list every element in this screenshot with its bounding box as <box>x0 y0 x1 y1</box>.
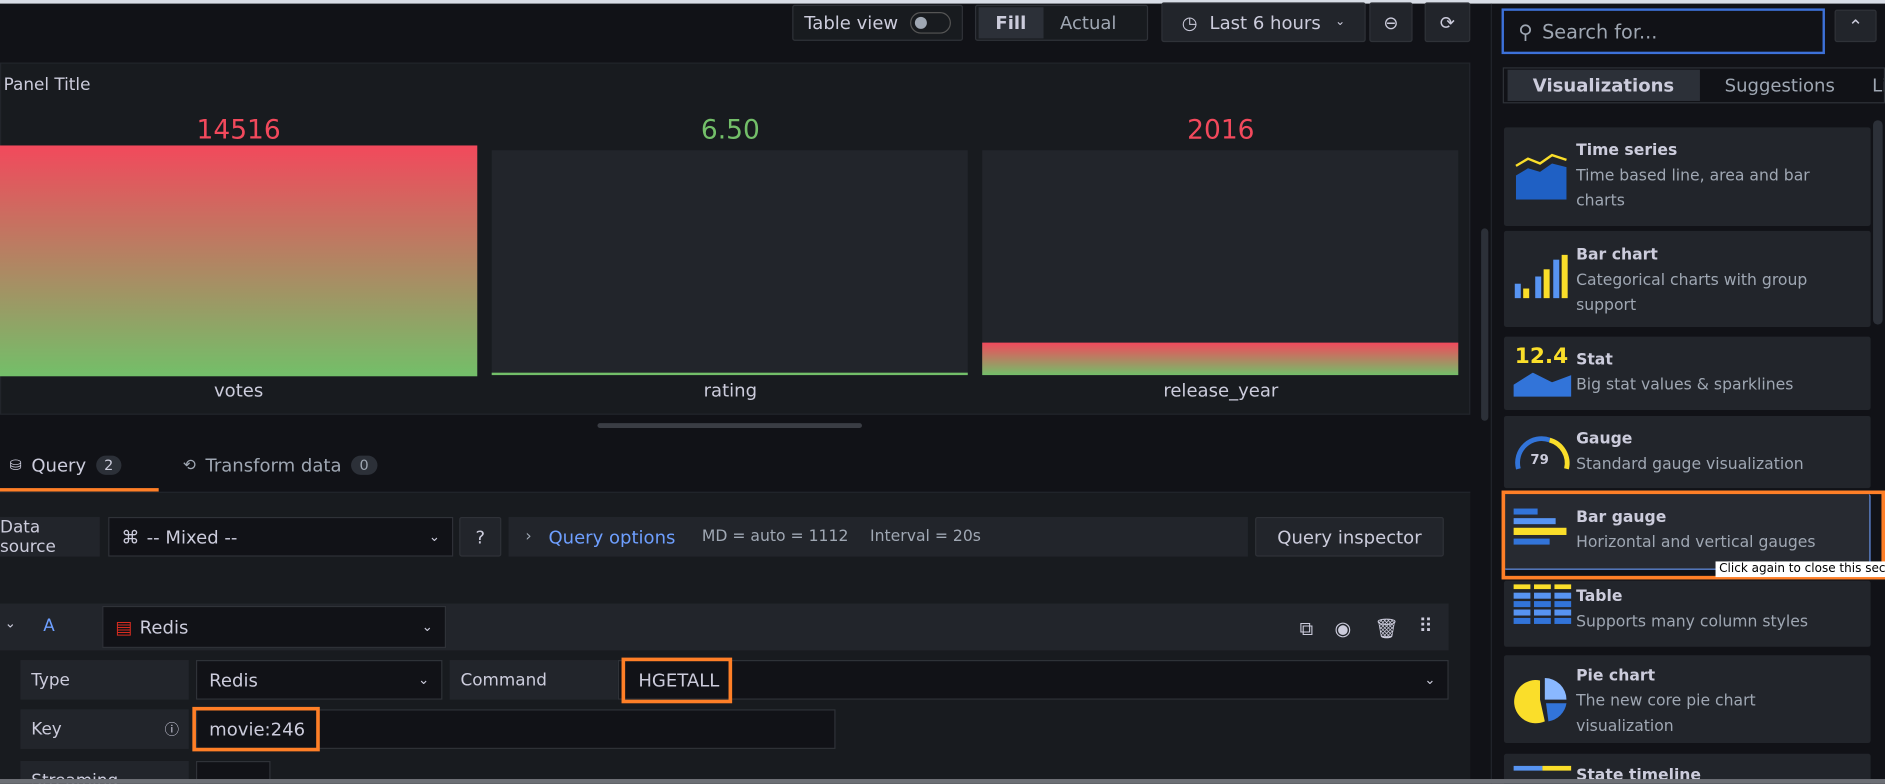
zoom-out-button[interactable]: ⊖ <box>1369 2 1413 43</box>
query-datasource-select[interactable]: ▤ Redis ⌄ <box>102 605 447 648</box>
viz-search-input[interactable]: ⚲ Search for... <box>1501 8 1825 55</box>
actual-button[interactable]: Actual <box>1059 12 1117 34</box>
bar-gauge-icon <box>1513 508 1567 545</box>
tab-transform-data[interactable]: ⟲ Transform data 0 <box>182 454 378 476</box>
bar-label-release-year: release_year <box>1163 379 1279 402</box>
splitter-handle[interactable] <box>597 423 862 428</box>
mixed-datasource-icon: ⌘ <box>121 525 140 548</box>
viz-tabs: Visualizations Suggestions Library panel… <box>1502 67 1885 104</box>
toggle-switch[interactable] <box>910 12 952 34</box>
key-input[interactable]: movie:246 <box>195 709 836 749</box>
streaming-toggle[interactable] <box>195 760 271 784</box>
pie-chart-icon <box>1514 678 1567 724</box>
chevron-right-icon: › <box>525 527 532 546</box>
tab-visualizations[interactable]: Visualizations <box>1507 69 1700 101</box>
query-options-bar[interactable]: › Query options MD = auto = 1112 Interva… <box>508 516 1248 557</box>
table-view-toggle[interactable]: Table view <box>792 4 963 41</box>
transform-count-badge: 0 <box>351 455 378 475</box>
database-icon: ⛁ <box>9 456 22 474</box>
time-picker[interactable]: ◷ Last 6 hours ⌄ <box>1161 2 1366 43</box>
clock-icon: ◷ <box>1181 11 1198 34</box>
drag-handle-icon[interactable]: ⠿ <box>1418 614 1433 638</box>
bar-rating <box>491 150 968 376</box>
tab-library-panels[interactable]: Library panels <box>1872 74 1884 97</box>
data-source-label: Data source <box>0 516 100 557</box>
bar-label-votes: votes <box>213 379 264 402</box>
transform-icon: ⟲ <box>182 456 196 475</box>
viz-item-state-timeline[interactable]: State timeline <box>1503 753 1871 784</box>
query-ref[interactable]: A <box>43 616 55 636</box>
table-icon <box>1513 584 1572 624</box>
info-icon: ⓘ <box>164 721 180 739</box>
tooltip: Click again to close this section <box>1715 561 1885 578</box>
viz-item-bar-chart[interactable]: Bar chart Categorical charts with group … <box>1503 230 1871 327</box>
bar-release-year-fill <box>982 342 1459 376</box>
type-label: Type <box>20 660 189 700</box>
type-select[interactable]: Redis ⌄ <box>195 660 443 700</box>
stat-sparkline-icon <box>1513 372 1572 397</box>
bar-release-year <box>982 150 1459 376</box>
bar-chart-icon <box>1514 254 1568 299</box>
eye-icon[interactable]: ◉ <box>1334 616 1352 640</box>
tab-query[interactable]: ⛁ Query 2 <box>10 454 122 476</box>
tab-suggestions[interactable]: Suggestions <box>1724 74 1835 97</box>
gauge-icon: 79 <box>1515 436 1570 470</box>
state-timeline-icon <box>1513 765 1572 771</box>
bar-value-rating: 6.50 <box>700 115 760 146</box>
redis-icon: ▤ <box>115 616 133 638</box>
table-view-label: Table view <box>804 12 899 34</box>
viz-item-gauge[interactable]: 79 Gauge Standard gauge visualization <box>1503 415 1871 489</box>
data-source-select[interactable]: ⌘ -- Mixed -- ⌄ <box>108 516 454 557</box>
search-icon: ⚲ <box>1518 19 1533 43</box>
query-inspector-button[interactable]: Query inspector <box>1255 516 1444 557</box>
viz-item-stat[interactable]: 12.4 Stat Big stat values & sparklines <box>1503 336 1871 410</box>
panel-title: Panel Title <box>3 75 91 95</box>
bar-value-release-year: 2016 <box>1187 115 1255 146</box>
svg-text:79: 79 <box>1530 453 1548 468</box>
command-select[interactable]: HGETALL ⌄ <box>617 660 1449 700</box>
viz-item-time-series[interactable]: Time series Time based line, area and ba… <box>1503 127 1871 227</box>
viz-item-table[interactable]: Table Supports many column styles <box>1503 580 1871 647</box>
fill-actual-group: Fill Actual <box>974 4 1149 41</box>
fill-button[interactable]: Fill <box>978 7 1044 39</box>
bar-votes <box>0 145 478 377</box>
duplicate-icon[interactable]: ⧉ <box>1299 616 1314 640</box>
viz-item-pie-chart[interactable]: Pie chart The new core pie chart visuali… <box>1503 655 1871 743</box>
command-label: Command <box>449 660 618 700</box>
bar-label-rating: rating <box>703 379 758 402</box>
viz-item-bar-gauge[interactable]: Bar gauge Horizontal and vertical gauges <box>1503 494 1871 570</box>
chevron-down-icon: ⌄ <box>1335 15 1346 29</box>
trash-icon[interactable]: 🗑 <box>1374 616 1399 640</box>
collapse-chevron-icon[interactable]: ⌄ <box>4 615 16 632</box>
key-label: Key ⓘ <box>20 709 189 749</box>
collapse-button[interactable]: ⌃ <box>1834 9 1877 43</box>
time-series-icon <box>1515 153 1567 200</box>
bar-value-votes: 14516 <box>196 115 281 146</box>
stat-icon-text: 12.4 <box>1514 343 1569 370</box>
query-count-badge: 2 <box>95 455 122 475</box>
refresh-button[interactable]: ⟳ <box>1424 2 1471 43</box>
help-icon[interactable]: ? <box>459 516 502 557</box>
